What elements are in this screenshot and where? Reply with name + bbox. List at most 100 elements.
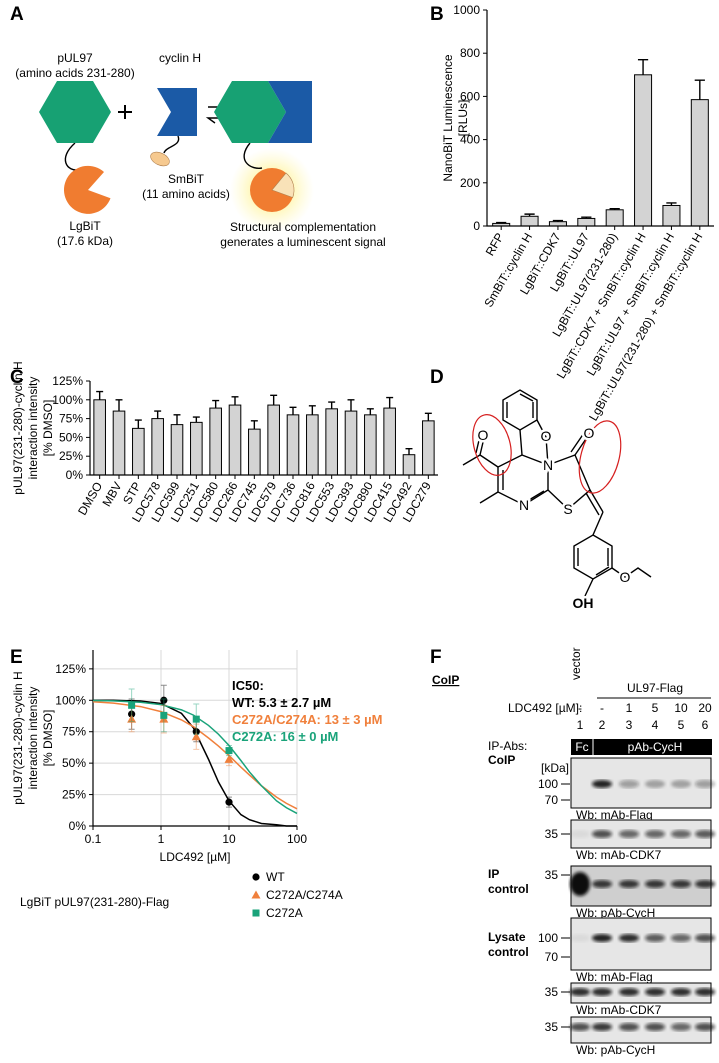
error-bar — [192, 416, 200, 423]
bar — [402, 454, 416, 476]
atom: O — [478, 427, 489, 443]
band — [592, 934, 612, 942]
bar — [662, 204, 681, 227]
band — [695, 880, 715, 888]
band — [645, 1023, 665, 1031]
bar — [209, 407, 222, 476]
section-label: control — [488, 882, 529, 896]
atom: O — [584, 425, 595, 441]
wb-label: Wb: mAb-CDK7 — [576, 1003, 662, 1017]
y-tick-label: 1000 — [453, 3, 480, 17]
wb-label: Wb: mAb-CDK7 — [576, 848, 662, 862]
y-tick-label: 200 — [460, 176, 480, 190]
panel-letter: F — [430, 647, 442, 668]
bar — [93, 399, 106, 476]
y-tick-label: 75% — [62, 725, 86, 739]
pul97-shape — [39, 81, 111, 143]
bond — [462, 435, 499, 504]
error-bar — [637, 58, 649, 75]
bar — [690, 99, 709, 227]
bond — [519, 419, 549, 466]
data-point — [127, 714, 137, 723]
label: Fc — [575, 740, 588, 754]
bar — [286, 414, 300, 476]
bar — [190, 421, 203, 476]
band — [570, 872, 590, 896]
y-tick-label: 0% — [66, 468, 84, 482]
band — [619, 988, 639, 996]
error-bar — [231, 396, 239, 406]
atom: O — [620, 569, 631, 585]
linker — [64, 142, 81, 171]
data-point — [128, 701, 136, 709]
dose-label: 1 — [626, 701, 633, 715]
lane-number: 3 — [626, 718, 633, 732]
atom: S — [563, 501, 572, 517]
blot — [570, 865, 712, 907]
bar — [364, 414, 377, 476]
blots: 100 70 Wb: mAb-Flag 35 Wb: mAb-CDK7 35 Wb: pAb… — [538, 757, 715, 1057]
legend-label: WT — [266, 870, 285, 884]
atom: OH — [573, 595, 594, 611]
band — [645, 830, 665, 838]
x-tick-label: 100 — [287, 832, 307, 846]
atom: O — [541, 428, 552, 444]
pul97-shape — [214, 81, 286, 143]
data-point — [192, 728, 200, 736]
label: cyclin H — [159, 51, 201, 65]
lane-number: 4 — [652, 718, 659, 732]
y-axis-label: pUL97(231-280)-cyclin H — [11, 361, 25, 494]
band — [645, 780, 665, 788]
label: (11 amino acids) — [142, 187, 230, 201]
y-tick-label: 100% — [55, 693, 86, 707]
lane-number: 2 — [599, 718, 606, 732]
label: vector — [569, 647, 583, 680]
y-axis-label: interaction intensity — [26, 687, 40, 790]
bond — [506, 393, 534, 418]
panel-f: F CoIP vector UL97-Flag LDC492 [µM]: - - 1… — [430, 647, 715, 1057]
band — [592, 830, 612, 838]
band — [570, 1023, 590, 1031]
panel-letter: D — [430, 367, 444, 388]
data-point — [128, 710, 136, 718]
band — [671, 934, 691, 942]
bar — [267, 404, 280, 476]
smbit-shape — [150, 151, 170, 167]
band — [695, 830, 715, 838]
panel-letter: E — [10, 647, 23, 668]
error-bar — [212, 399, 220, 409]
y-tick-label: 800 — [460, 46, 480, 60]
label: IP-Abs: — [488, 739, 527, 753]
bar — [306, 414, 319, 476]
plus — [118, 105, 132, 119]
error-bar — [289, 406, 297, 415]
band — [645, 934, 665, 942]
legend-label: C272A — [266, 906, 303, 920]
dose-label: 10 — [674, 701, 688, 715]
axis — [486, 10, 714, 227]
label: [kDa] — [541, 761, 569, 775]
data-point — [225, 747, 233, 755]
bar — [548, 221, 567, 227]
y-tick-label: 125% — [52, 374, 83, 388]
error-bar — [328, 401, 336, 409]
dose-label: 20 — [698, 701, 712, 715]
y-tick-label: 600 — [460, 89, 480, 103]
band — [645, 988, 665, 996]
error-bar — [347, 399, 355, 412]
fit-curve — [93, 699, 297, 827]
bar — [151, 418, 164, 476]
panel-d: D O O N N S O O OH — [430, 367, 652, 614]
section-label: CoIP — [488, 753, 515, 767]
band — [570, 934, 590, 942]
error-bar — [694, 79, 705, 100]
error-bar — [134, 419, 142, 429]
label: LDC492 [µM]: — [508, 701, 582, 715]
bar — [112, 410, 126, 476]
label: LgBiT — [69, 219, 101, 233]
x-axis-label: LDC492 [µM] — [160, 850, 231, 864]
legend-label: C272A/C274A — [266, 888, 343, 902]
size-marker: 100 — [538, 931, 558, 945]
label: (17.6 kDa) — [57, 234, 113, 248]
